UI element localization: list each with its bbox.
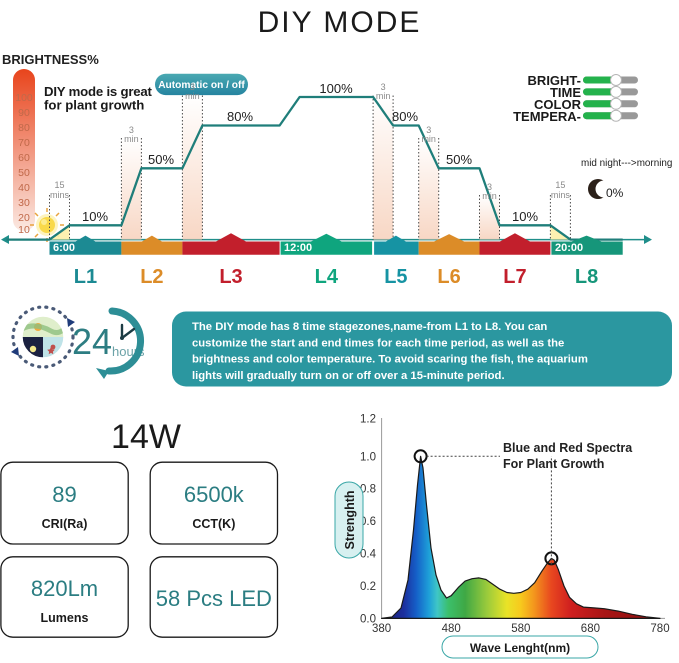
svg-text:Wave Lenght(nm): Wave Lenght(nm) — [470, 641, 570, 655]
svg-text:50: 50 — [18, 167, 30, 179]
svg-text:Strenghth: Strenghth — [343, 490, 357, 549]
svg-text:10%: 10% — [82, 209, 108, 224]
svg-text:0.2: 0.2 — [360, 581, 376, 593]
svg-text:min: min — [421, 134, 436, 144]
svg-text:TEMPERA-: TEMPERA- — [513, 109, 581, 124]
svg-text:80%: 80% — [227, 109, 253, 124]
svg-text:100: 100 — [15, 92, 33, 104]
svg-text:480: 480 — [442, 623, 461, 635]
svg-text:70: 70 — [18, 137, 30, 149]
svg-text:6:00: 6:00 — [53, 242, 75, 254]
svg-text:1.2: 1.2 — [360, 414, 376, 426]
svg-text:20:00: 20:00 — [555, 242, 583, 254]
svg-text:L3: L3 — [219, 266, 242, 288]
svg-text:L7: L7 — [503, 266, 526, 288]
svg-text:mins: mins — [50, 190, 70, 200]
svg-text:Automatic on / off: Automatic on / off — [158, 80, 245, 91]
svg-text:0%: 0% — [606, 186, 624, 200]
svg-text:380: 380 — [372, 623, 391, 635]
svg-text:Blue and Red Spectra: Blue and Red Spectra — [503, 441, 633, 455]
svg-text:L2: L2 — [140, 266, 163, 288]
svg-text:L4: L4 — [315, 266, 339, 288]
svg-text:min: min — [482, 191, 497, 201]
svg-text:10: 10 — [18, 224, 30, 236]
svg-text:15: 15 — [54, 180, 64, 190]
svg-text:30: 30 — [18, 197, 30, 209]
svg-text:780: 780 — [650, 623, 669, 635]
svg-text:for plant growth: for plant growth — [44, 98, 144, 113]
svg-text:15: 15 — [555, 180, 565, 190]
svg-text:80: 80 — [18, 122, 30, 134]
svg-text:L5: L5 — [384, 266, 407, 288]
svg-text:50%: 50% — [148, 152, 174, 167]
svg-text:580: 580 — [511, 623, 530, 635]
svg-text:min: min — [376, 91, 391, 101]
svg-text:100%: 100% — [319, 81, 353, 96]
svg-text:For Plant Growth: For Plant Growth — [503, 457, 604, 471]
svg-text:L1: L1 — [74, 266, 97, 288]
svg-text:24: 24 — [72, 321, 112, 362]
svg-text:BRIGHTNESS%: BRIGHTNESS% — [2, 52, 99, 67]
svg-text:40: 40 — [18, 182, 30, 194]
svg-text:50%: 50% — [446, 152, 472, 167]
svg-text:L6: L6 — [437, 266, 460, 288]
svg-text:680: 680 — [581, 623, 600, 635]
svg-text:min: min — [124, 134, 139, 144]
svg-text:90: 90 — [18, 107, 30, 119]
svg-text:0.4: 0.4 — [360, 549, 377, 561]
svg-text:12:00: 12:00 — [284, 242, 312, 254]
svg-text:10%: 10% — [512, 209, 538, 224]
svg-text:80%: 80% — [392, 109, 418, 124]
svg-text:min: min — [185, 91, 200, 101]
svg-text:mid night--->morning: mid night--->morning — [581, 158, 672, 169]
svg-text:1.0: 1.0 — [360, 451, 376, 463]
svg-text:60: 60 — [18, 152, 30, 164]
svg-text:mins: mins — [551, 190, 571, 200]
svg-text:20: 20 — [18, 212, 30, 224]
svg-text:L8: L8 — [575, 266, 598, 288]
